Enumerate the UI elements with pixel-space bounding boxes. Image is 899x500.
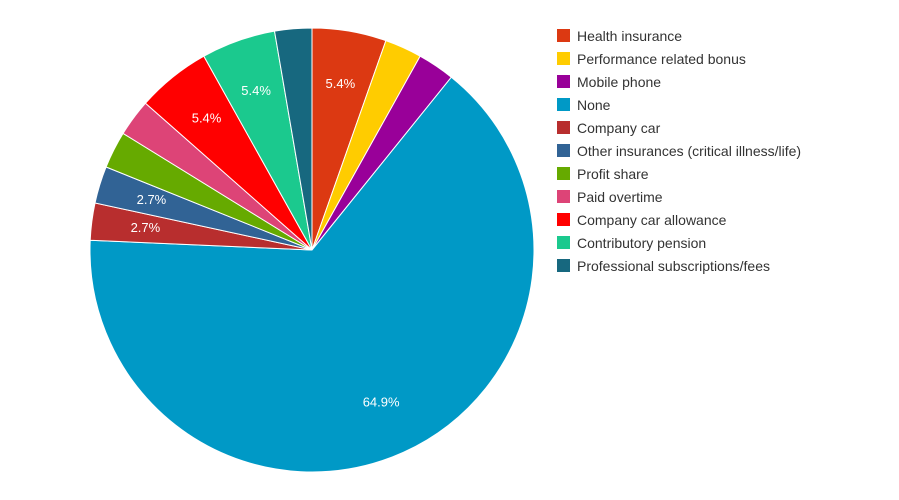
pie-slice-none[interactable] bbox=[89, 76, 535, 473]
pie-slice-professional-subscriptions-fees[interactable] bbox=[273, 27, 313, 251]
legend-label: Health insurance bbox=[577, 27, 683, 44]
legend-item-none[interactable]: None bbox=[557, 93, 801, 116]
legend-item-other-insurances[interactable]: Other insurances (critical illness/life) bbox=[557, 139, 801, 162]
legend-item-health-insurance[interactable]: Health insurance bbox=[557, 24, 801, 47]
legend-item-professional-subscriptions[interactable]: Professional subscriptions/fees bbox=[557, 254, 801, 277]
legend-item-company-car-allowance[interactable]: Company car allowance bbox=[557, 208, 801, 231]
data-label-other-insurances-critical-illness-life: 2.7% bbox=[137, 192, 167, 207]
legend-item-profit-share[interactable]: Profit share bbox=[557, 162, 801, 185]
legend-label: Other insurances (critical illness/life) bbox=[577, 142, 802, 159]
legend-swatch bbox=[557, 259, 570, 272]
legend-label: Profit share bbox=[577, 165, 649, 182]
legend-swatch bbox=[557, 98, 570, 111]
legend-swatch bbox=[557, 52, 570, 65]
legend-swatch bbox=[557, 213, 570, 226]
legend-swatch bbox=[557, 190, 570, 203]
data-label-health-insurance: 5.4% bbox=[326, 76, 356, 91]
legend-swatch bbox=[557, 75, 570, 88]
legend-swatch bbox=[557, 236, 570, 249]
legend-swatch bbox=[557, 167, 570, 180]
data-label-none: 64.9% bbox=[363, 395, 400, 410]
legend-label: Performance related bonus bbox=[577, 50, 746, 67]
pie-data-labels: 5.4% 64.9% 2.7% 2.7% 5.4% 5.4% bbox=[131, 76, 400, 410]
legend-label: Mobile phone bbox=[577, 73, 662, 90]
legend-swatch bbox=[557, 144, 570, 157]
data-label-contributory-pension: 5.4% bbox=[241, 83, 271, 98]
pie-slices bbox=[89, 27, 535, 473]
legend-label: Company car bbox=[577, 119, 661, 136]
legend-item-company-car[interactable]: Company car bbox=[557, 116, 801, 139]
legend-label: None bbox=[577, 96, 611, 113]
legend-swatch bbox=[557, 121, 570, 134]
legend-swatch bbox=[557, 29, 570, 42]
data-label-company-car: 2.7% bbox=[131, 220, 161, 235]
legend-item-performance-related-bonus[interactable]: Performance related bonus bbox=[557, 47, 801, 70]
legend-label: Contributory pension bbox=[577, 234, 707, 251]
legend-item-paid-overtime[interactable]: Paid overtime bbox=[557, 185, 801, 208]
data-label-company-car-allowance: 5.4% bbox=[192, 111, 222, 126]
legend-item-mobile-phone[interactable]: Mobile phone bbox=[557, 70, 801, 93]
legend: Health insurance Performance related bon… bbox=[557, 24, 801, 277]
legend-label: Paid overtime bbox=[577, 188, 663, 205]
legend-label: Professional subscriptions/fees bbox=[577, 257, 770, 274]
legend-label: Company car allowance bbox=[577, 211, 727, 228]
legend-item-contributory-pension[interactable]: Contributory pension bbox=[557, 231, 801, 254]
